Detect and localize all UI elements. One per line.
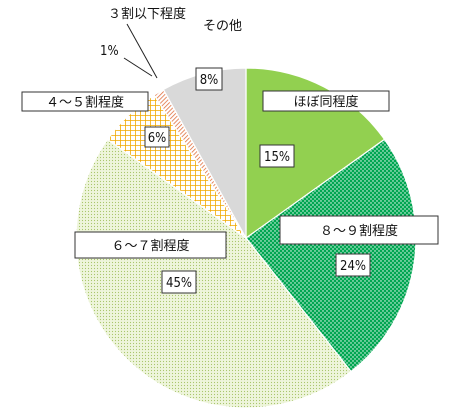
- slice-labels: ほぼ同程度 15% ８～９割程度 24% ６～７割程度 45% ４～５割程度 6% ３割以下程度…: [21, 6, 439, 294]
- leader-line: [126, 23, 158, 79]
- category-label: ３割以下程度: [108, 6, 186, 22]
- category-label: ４～５割程度: [46, 95, 124, 111]
- category-label: ６～７割程度: [111, 238, 189, 254]
- value-label: 15%: [264, 150, 290, 165]
- category-label-box: [262, 90, 390, 112]
- leader-lines: [123, 23, 158, 79]
- value-label: 45%: [166, 276, 192, 291]
- category-label-box: [279, 215, 439, 245]
- value-label-box: [144, 126, 170, 148]
- leader-line: [123, 57, 153, 77]
- category-label: ８～９割程度: [320, 223, 398, 239]
- value-label-box: [195, 67, 223, 91]
- category-label-box: [74, 231, 227, 259]
- value-label: 8%: [200, 73, 219, 88]
- pie-slice: [245, 138, 417, 373]
- category-label-box: [21, 91, 149, 112]
- pie-slice: [75, 138, 352, 409]
- value-label: 1%: [100, 44, 119, 59]
- value-label-box: [259, 144, 295, 168]
- category-label: ほぼ同程度: [293, 94, 358, 110]
- category-label: その他: [203, 19, 242, 34]
- value-label: 24%: [340, 259, 366, 274]
- value-label-box: [161, 270, 197, 294]
- value-label: 6%: [148, 131, 167, 146]
- value-label-box: [335, 253, 371, 277]
